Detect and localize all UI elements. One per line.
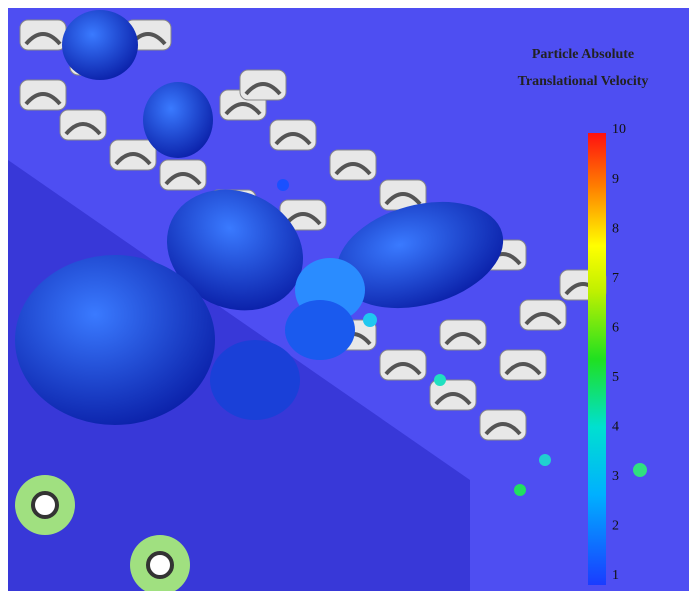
colorbar-tick-label: 2 xyxy=(612,519,619,534)
legend-title: Translational Velocity xyxy=(518,74,649,89)
colorbar xyxy=(588,133,606,585)
colorbar-tick-label: 9 xyxy=(612,172,619,187)
colorbar-tick-label: 6 xyxy=(612,320,619,335)
colorbar-tick-label: 4 xyxy=(612,420,619,435)
colorbar-tick-label: 7 xyxy=(612,271,619,286)
colorbar-tick-label: 3 xyxy=(612,469,619,484)
colorbar-tick-label: 5 xyxy=(612,370,619,385)
bearings xyxy=(15,475,190,591)
legend-title: Particle Absolute xyxy=(532,47,634,62)
colorbar-tick-label: 10 xyxy=(612,122,626,137)
colorbar-tick-label: 1 xyxy=(612,568,619,583)
particles xyxy=(15,10,647,496)
colorbar-tick-label: 8 xyxy=(612,221,619,236)
